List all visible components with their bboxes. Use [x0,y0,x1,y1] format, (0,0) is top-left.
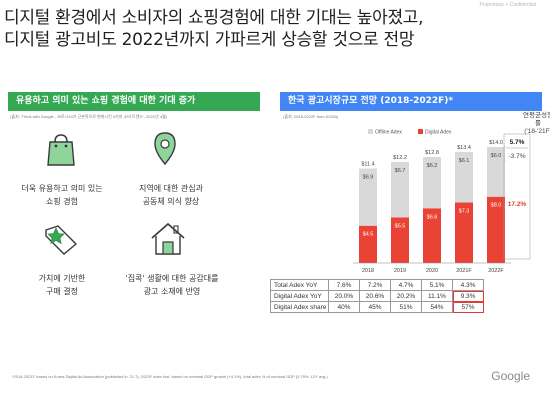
offline-bar [359,168,377,226]
table-row-label: Digital Adex share [270,301,329,313]
table-cell: 7.6% [328,279,360,291]
table-cell: 20.2% [390,290,422,302]
offline-value-label: $6.0 [491,153,502,159]
digital-bar [487,196,505,263]
cagr-box [503,133,531,260]
feature-label-3: 가치에 기반한 구매 결정 [38,274,86,296]
left-panel-source: (출처: 'Think with Google - 코로나19가 근본적으로 변… [10,114,167,119]
page-title: 디지털 환경에서 소비자의 쇼핑경험에 대한 기대는 높아졌고, 디지털 광고비… [4,7,544,51]
table-cell: 4.3% [452,279,484,291]
digital-value-label: $7.3 [459,209,470,215]
house-icon [151,222,185,255]
table-cell: 54% [421,301,453,313]
feature-label-4: '집콕' 생활에 대한 공감대를 광고 소재에 반영 [125,274,219,296]
value-tag-star-icon [45,225,78,255]
digital-bar [455,202,473,263]
offline-bar [423,156,441,209]
yoy-table: Total Adex YoY 7.6% 7.2% 4.7% 5.1% 4.3% Digita… [270,279,484,313]
total-value-label: $12.8 [425,150,439,156]
footnote: *2018-2021F based on Korea Digital Ad As… [12,374,328,379]
table-cell: 4.7% [390,279,422,291]
total-value-label: $12.2 [393,155,407,161]
digital-value-label: $6.6 [427,214,438,220]
offline-value-label: $6.9 [363,175,374,181]
digital-value-label: $4.5 [363,232,374,238]
total-value-label: $14.0 [489,140,503,146]
cagr-connector-digital [503,203,506,211]
table-row: Digital Adex share 40% 45% 51% 54% 57% [270,301,484,313]
offline-value-label: $6.2 [427,163,438,169]
table-cell: 51% [390,301,422,313]
legend-swatch-0 [368,129,373,134]
legend-swatch-1 [418,129,423,134]
map-pin-icon [154,132,176,166]
table-cell: 57% [452,301,484,313]
headline-line-1: 디지털 환경에서 소비자의 쇼핑경험에 대한 기대는 높아졌고, [4,8,424,28]
legend-label-0: Offline Adex [375,130,402,136]
category-tick-label: 2019 [394,268,406,274]
digital-bar [423,208,441,263]
digital-bar [359,225,377,263]
digital-value-label: $8.0 [491,203,502,209]
feature-label-2: 지역에 대한 관심과 공동체 의식 향상 [139,184,203,206]
offline-value-label: $6.7 [395,168,406,174]
right-panel-source: (출처: 2018-2022F from KODA) [283,114,339,119]
table-cell: 5.1% [421,279,453,291]
table-cell: 20.0% [328,290,360,302]
total-value-label: $13.4 [457,145,471,151]
category-tick-label: 2021F [456,268,472,274]
right-panel-title: 한국 광고시장규모 전망 (2018-2022F)* [280,92,542,111]
left-panel-title: 유용하고 의미 있는 쇼핑 경험에 대한 기대 증가 [8,92,260,111]
table-row: Total Adex YoY 7.6% 7.2% 4.7% 5.1% 4.3% [270,279,484,291]
cagr-offline-label: -3.7% [509,153,526,160]
table-cell: 11.1% [421,290,453,302]
table-cell: 20.6% [359,290,391,302]
confidential-label: Proprietary + Confidential [479,2,536,8]
offline-bar [455,151,473,203]
cagr-connector-total [503,141,506,148]
shopping-bag-icon [47,134,75,166]
offline-value-label: $6.1 [459,158,470,164]
headline-line-2: 디지털 광고비도 2022년까지 가파르게 상승할 것으로 전망 [4,30,415,50]
table-cell: 40% [328,301,360,313]
cagr-connector-offline [503,155,506,162]
category-tick-label: 2020 [426,268,438,274]
digital-value-label: $5.5 [395,223,406,229]
legend-label-1: Digital Adex [425,130,452,136]
category-tick-label: 2018 [362,268,374,274]
table-cell: 7.2% [359,279,391,291]
offline-bar [487,147,505,197]
table-row-label: Total Adex YoY [270,279,329,291]
google-logo: Google [491,369,530,383]
cagr-total-label: 5.7% [510,139,525,146]
category-tick-label: 2022F [488,268,504,274]
table-cell: 9.3% [452,290,484,302]
total-value-label: $11.4 [361,162,374,168]
digital-bar [391,217,409,263]
cagr-digital-label: 17.2% [508,201,527,208]
feature-label-1: 더욱 유용하고 의미 있는 쇼핑 경험 [21,184,103,206]
table-row-label: Digital Adex YoY [270,290,329,302]
table-row: Digital Adex YoY 20.0% 20.6% 20.2% 11.1% 9.3% [270,290,484,302]
cagr-title: 연평균성장률 ('18-'21F) [523,112,550,135]
offline-bar [391,161,409,218]
table-cell: 45% [359,301,391,313]
ad-market-chart: Offline Adex Digital Adex $4.5 $6.9 $11.4 201… [353,129,531,274]
